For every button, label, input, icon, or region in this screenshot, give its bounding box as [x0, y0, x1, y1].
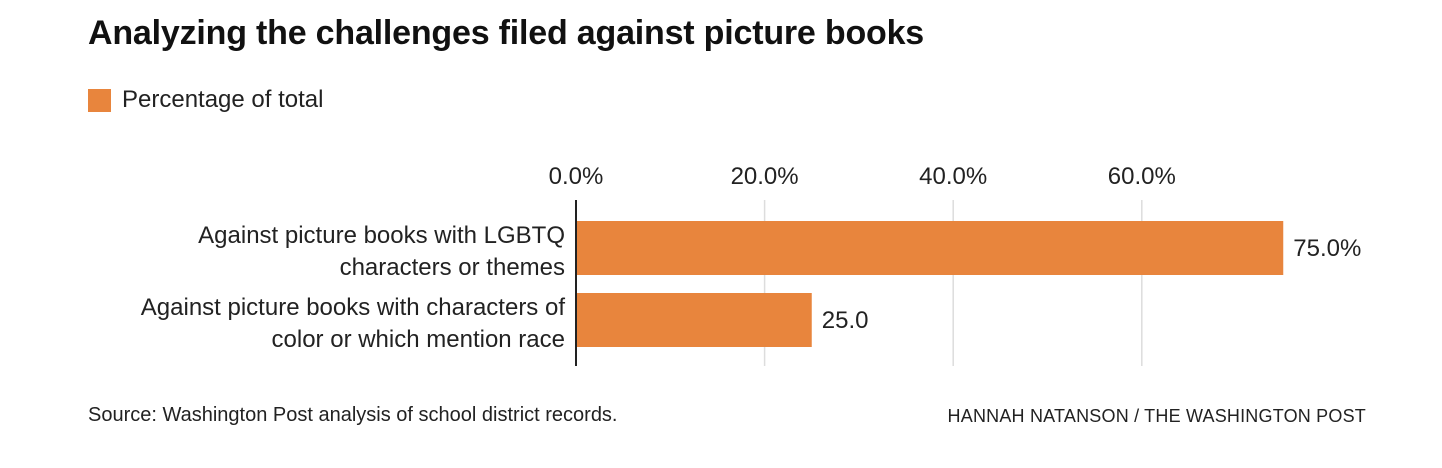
bar-value-label: 25.0: [822, 307, 869, 334]
category-label: Against picture books with LGBTQ characte…: [198, 222, 565, 281]
bar: [576, 221, 1284, 275]
x-tick-label: 40.0%: [919, 163, 987, 190]
category-label-line: Against picture books with LGBTQ: [198, 222, 565, 249]
category-label-line: color or which mention race: [272, 326, 565, 353]
x-tick-label: 60.0%: [1108, 163, 1176, 190]
chart-title: Analyzing the challenges filed against p…: [88, 14, 924, 52]
source-note: Source: Washington Post analysis of scho…: [88, 404, 618, 426]
category-label-line: characters or themes: [340, 254, 565, 281]
legend-swatch: [88, 88, 111, 112]
credit-line: HANNAH NATANSON / THE WASHINGTON POST: [947, 406, 1366, 426]
bar: [576, 293, 812, 347]
x-tick-label: 0.0%: [549, 163, 604, 190]
legend-label: Percentage of total: [122, 86, 324, 113]
x-tick-label: 20.0%: [731, 163, 799, 190]
bar-value-label: 75.0%: [1293, 235, 1361, 262]
category-label: Against picture books with characters of…: [141, 294, 566, 353]
legend: Percentage of total: [88, 86, 323, 114]
category-label-line: Against picture books with characters of: [141, 294, 566, 321]
